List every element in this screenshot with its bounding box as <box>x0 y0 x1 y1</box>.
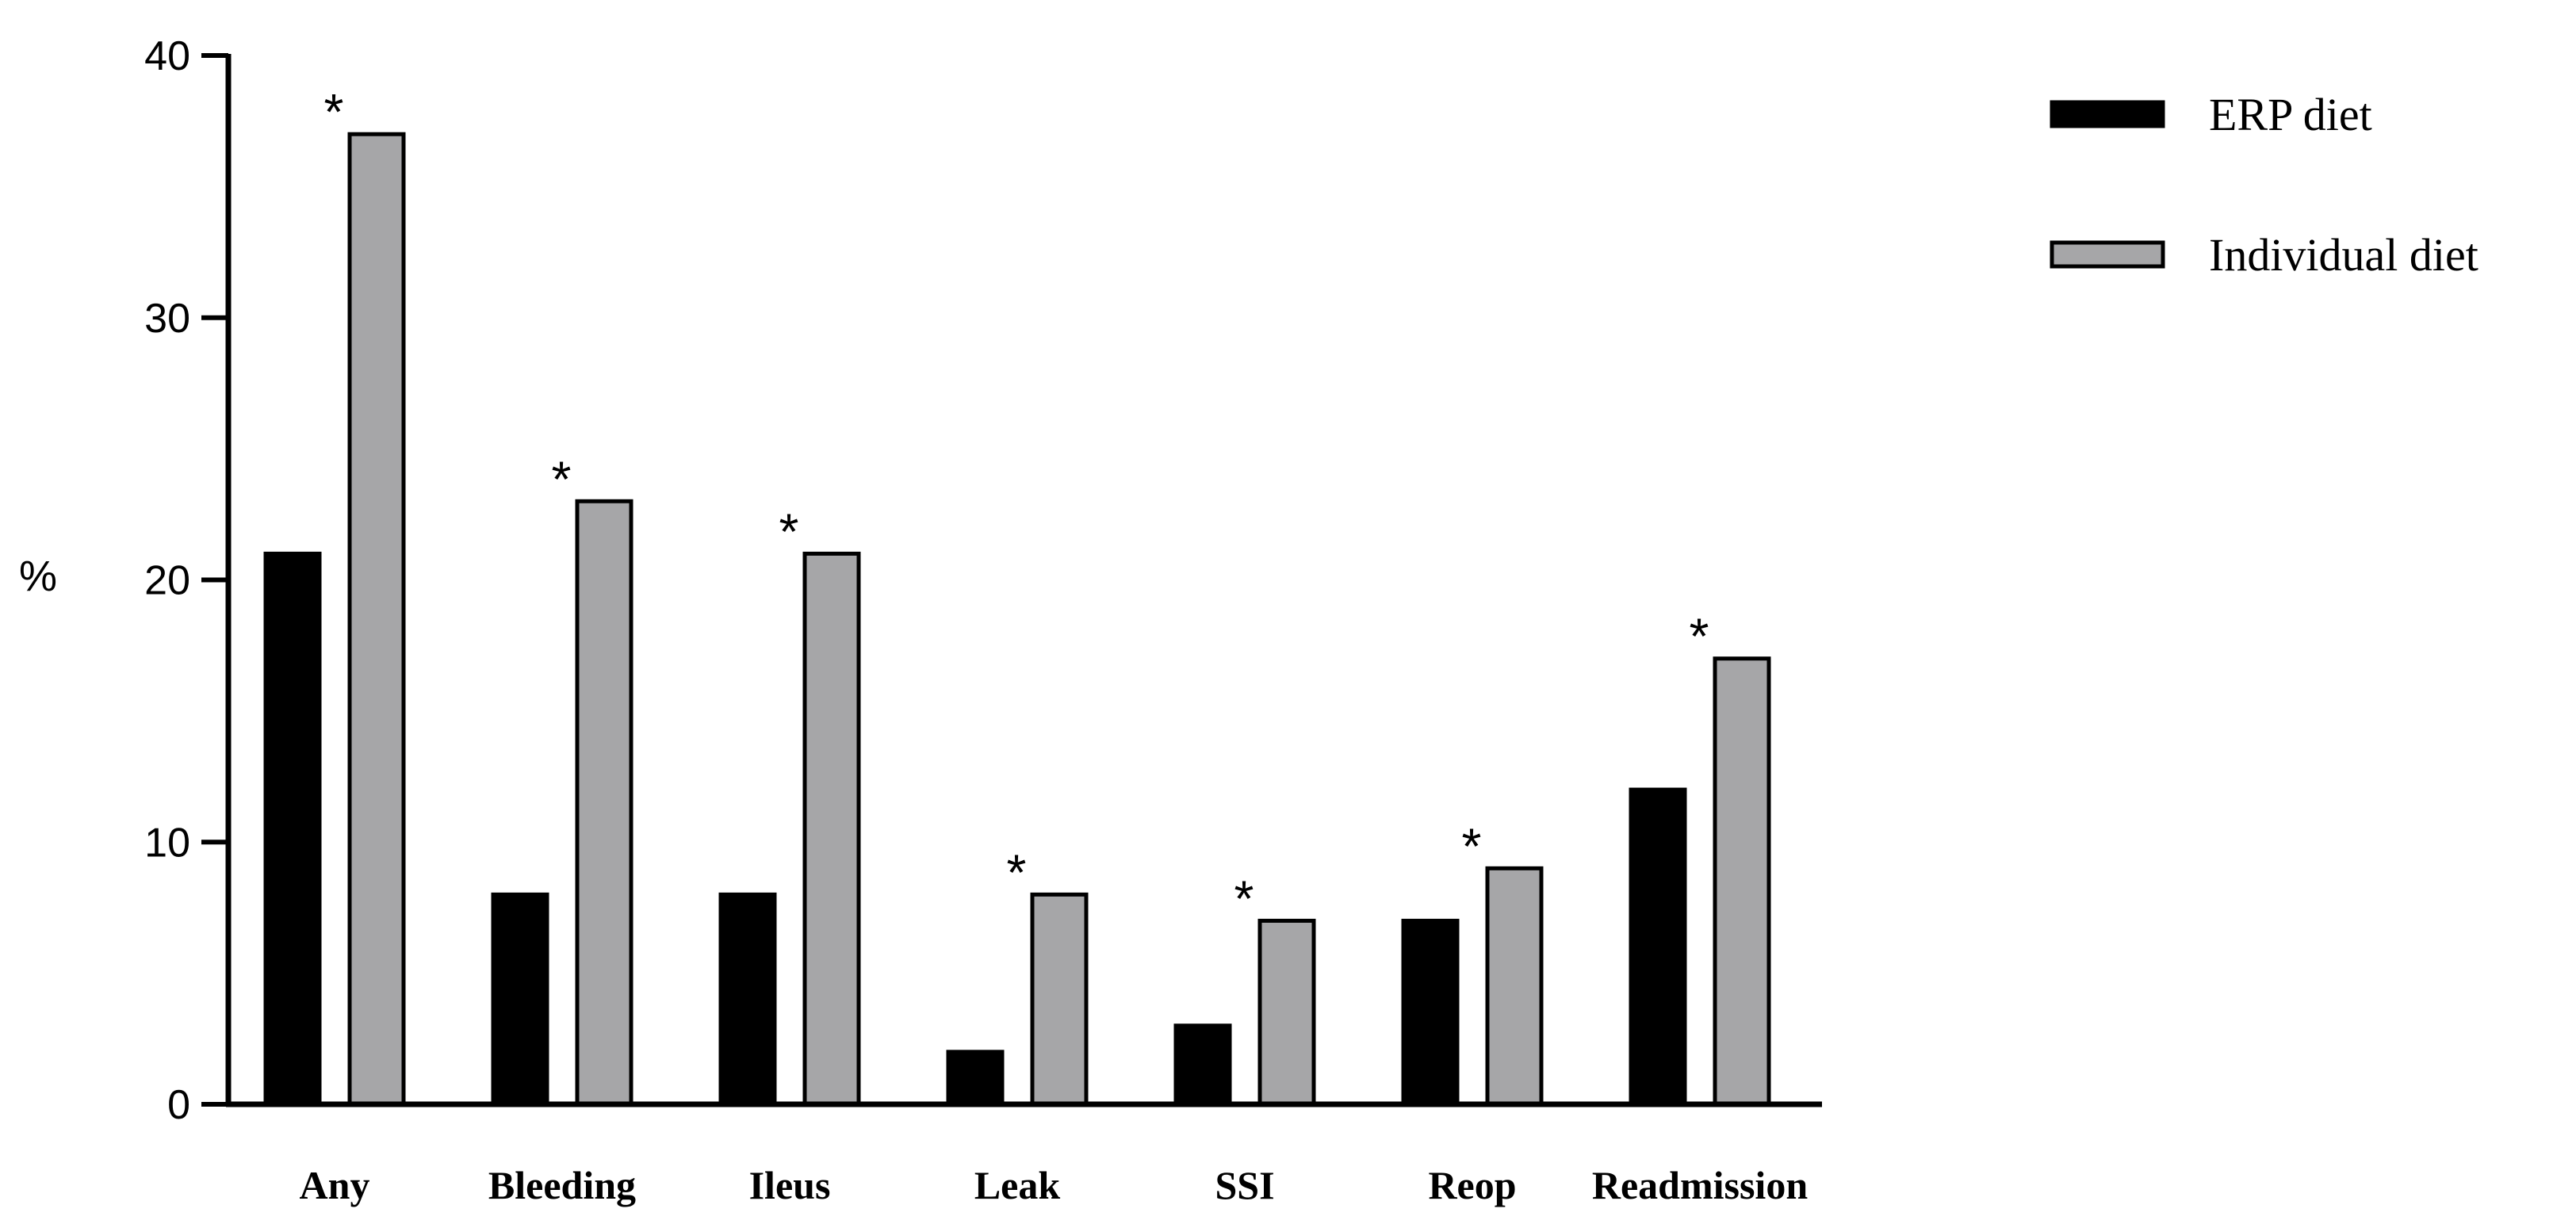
bar-erp-readmission <box>1629 787 1687 1107</box>
bar-individual-bleeding <box>575 499 633 1107</box>
x-tick-label: SSI <box>1215 1163 1274 1207</box>
legend-swatch-individual <box>2050 240 2165 269</box>
bar-individual-leak <box>1030 892 1089 1107</box>
significance-marker: * <box>1690 608 1709 665</box>
legend-label-erp: ERP diet <box>2209 89 2372 140</box>
significance-marker: * <box>1234 870 1254 927</box>
legend: ERP diet Individual diet <box>2050 89 2478 281</box>
plot-area: * Any * Bleeding * Ileus * Leak * SSI * Reop * Readmi… <box>144 33 1822 1207</box>
significance-marker: * <box>1462 817 1482 874</box>
bar-individual-ileus <box>802 551 861 1107</box>
x-tick-label: Ileus <box>749 1163 831 1207</box>
bar-erp-bleeding <box>491 892 549 1107</box>
y-tick-label: 30 <box>144 296 190 342</box>
significance-marker: * <box>1007 843 1027 901</box>
bar-erp-leak <box>946 1050 1005 1107</box>
legend-label-individual: Individual diet <box>2209 229 2478 281</box>
bar-erp-ssi <box>1173 1023 1232 1107</box>
x-tick-label: Readmission <box>1592 1163 1808 1207</box>
significance-marker: * <box>552 450 572 507</box>
y-axis-label: % <box>19 553 57 600</box>
bar-erp-ileus <box>718 892 777 1107</box>
y-tick-label: 10 <box>144 820 190 866</box>
x-tick-label: Reop <box>1428 1163 1516 1207</box>
x-tick-label: Bleeding <box>488 1163 636 1207</box>
significance-marker: * <box>324 83 344 140</box>
significance-marker: * <box>779 503 799 560</box>
y-tick-label: 40 <box>144 33 190 79</box>
bar-individual-any <box>347 132 406 1107</box>
x-tick-label: Leak <box>974 1163 1061 1207</box>
bar-individual-ssi <box>1257 918 1316 1107</box>
bar-erp-any <box>263 551 322 1107</box>
bar-erp-reop <box>1401 918 1460 1107</box>
x-tick-label: Any <box>300 1163 370 1207</box>
bar-individual-reop <box>1485 866 1544 1107</box>
bar-individual-readmission <box>1713 656 1771 1107</box>
y-tick-label: 20 <box>144 558 190 604</box>
legend-swatch-erp <box>2050 100 2165 128</box>
y-tick-label: 0 <box>167 1082 190 1128</box>
